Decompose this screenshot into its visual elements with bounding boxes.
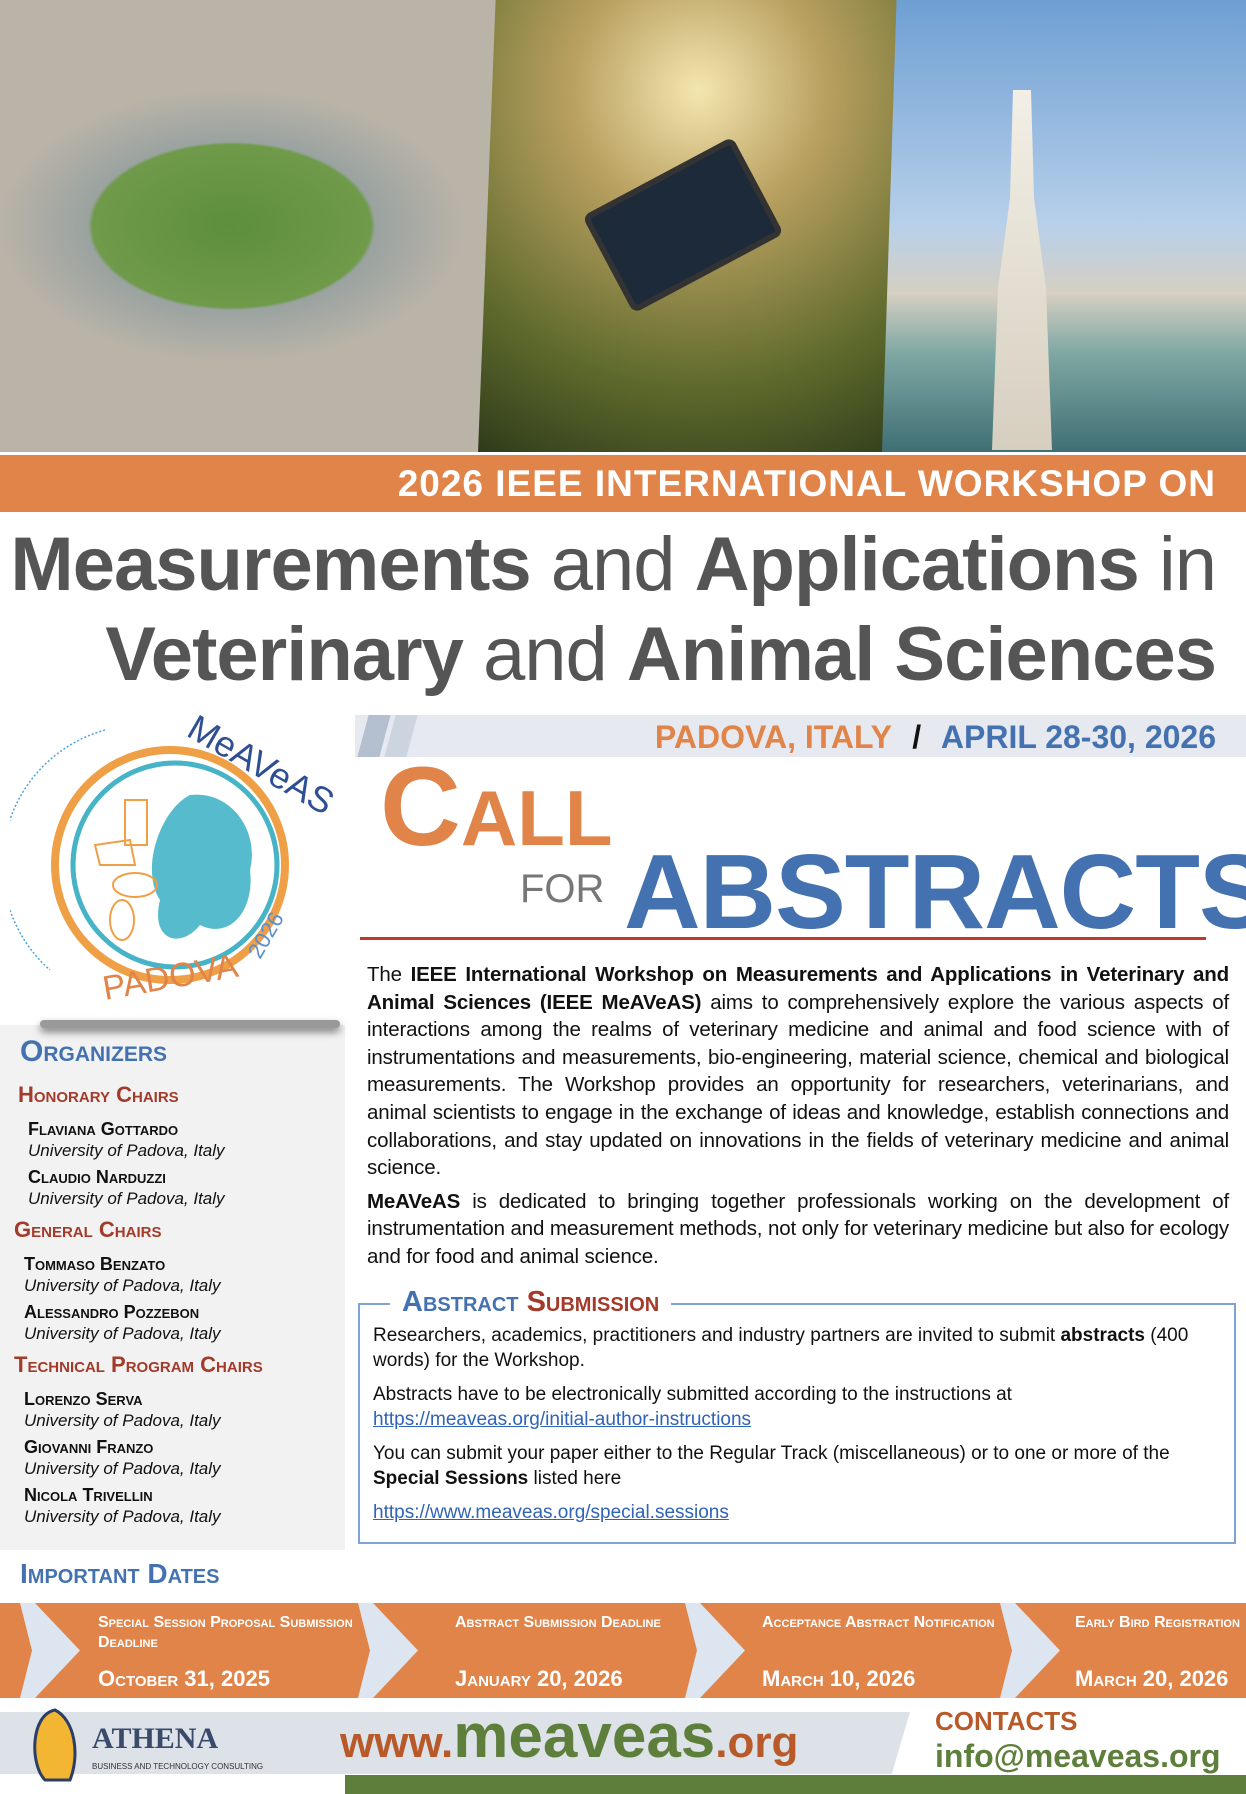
for-heading: FOR — [520, 867, 605, 911]
special-sessions-link[interactable]: https://www.meaveas.org/special.sessions — [373, 1501, 729, 1523]
organizer-name: Nicola Trivellin — [24, 1485, 153, 1505]
organizer-name: Lorenzo Serva — [24, 1389, 143, 1409]
date-label: Early Bird Registration — [1075, 1614, 1240, 1631]
svg-text:PADOVA: PADOVA — [100, 947, 242, 1008]
workshop-banner: 2026 IEEE INTERNATIONAL WORKSHOP ON — [0, 455, 1246, 512]
organizers-panel — [0, 1025, 345, 1550]
organizer-affiliation: University of Padova, Italy — [24, 1507, 221, 1526]
date-label: Special Session Proposal Submission Dead… — [98, 1614, 353, 1651]
organizer-name: Alessandro Pozzebon — [24, 1302, 200, 1322]
intro-paragraph: The IEEE International Workshop on Measu… — [367, 963, 1230, 1180]
organizers-heading: Organizers — [20, 1035, 168, 1068]
date-value: March 10, 2026 — [762, 1666, 916, 1691]
organizer-affiliation: University of Padova, Italy — [24, 1411, 221, 1430]
athena-logo: ATHENA — [92, 1722, 219, 1755]
organizer-group-title: Honorary Chairs — [18, 1082, 179, 1107]
location: PADOVA, ITALY — [654, 719, 892, 755]
date-label: Abstract Submission Deadline — [455, 1614, 661, 1631]
abstract-submission-box: Abstract Submission Researchers, academi… — [358, 1284, 1236, 1544]
website-link[interactable]: www.meaveas.org — [340, 1702, 799, 1771]
event-dates: APRIL 28-30, 2026 — [940, 719, 1216, 755]
organizer-name: Giovanni Franzo — [24, 1437, 154, 1457]
date-value: January 20, 2026 — [455, 1666, 623, 1691]
organizer-group-title: General Chairs — [14, 1217, 162, 1242]
organizer-group-title: Technical Program Chairs — [14, 1352, 263, 1377]
organizer-affiliation: University of Padova, Italy — [28, 1189, 225, 1208]
dates-strip: Special Session Proposal Submission Dead… — [0, 1603, 1246, 1698]
organizer-name: Tommaso Benzato — [24, 1254, 166, 1274]
photo-prato-della-valle — [0, 0, 515, 452]
footer-bar — [345, 1775, 1246, 1794]
date-value: October 31, 2025 — [98, 1666, 270, 1691]
organizer-affiliation: University of Padova, Italy — [24, 1276, 221, 1295]
call-heading: Call — [380, 744, 613, 869]
date-label: Acceptance Abstract Notification — [762, 1614, 995, 1631]
main-content: The IEEE International Workshop on Measu… — [358, 961, 1238, 1544]
divider — [360, 937, 1206, 940]
athena-helmet-icon — [33, 1708, 77, 1782]
photo-tablet-cow — [478, 0, 918, 452]
important-dates-heading: Important Dates — [20, 1558, 220, 1589]
contacts-label: CONTACTS — [935, 1706, 1078, 1736]
organizer-affiliation: University of Padova, Italy — [24, 1324, 221, 1343]
abstracts-heading: ABSTRACTS — [624, 833, 1246, 951]
date-value: March 20, 2026 — [1075, 1666, 1229, 1691]
location-date-band: PADOVA, ITALY / APRIL 28-30, 2026 — [355, 715, 1246, 757]
meaveas-paragraph: MeAVeAS is dedicated to bringing togethe… — [367, 1189, 1229, 1268]
organizer-affiliation: University of Padova, Italy — [24, 1459, 221, 1478]
organizer-name: Flaviana Gottardo — [28, 1119, 179, 1139]
contact-email[interactable]: info@meaveas.org — [935, 1738, 1221, 1774]
abstract-submission-heading: Abstract Submission — [390, 1284, 672, 1319]
title-line-1: Measurements and Applications in — [10, 522, 1217, 607]
organizer-name: Claudio Narduzzi — [28, 1167, 166, 1187]
title-line-2: Veterinary and Animal Sciences — [105, 612, 1217, 697]
author-instructions-link[interactable]: https://meaveas.org/initial-author-instr… — [373, 1408, 752, 1430]
footer-panel — [0, 1712, 910, 1774]
organizer-affiliation: University of Padova, Italy — [28, 1141, 225, 1160]
meaveas-logo: MeAVeAS PADOVA 2026 — [10, 706, 341, 1008]
photo-statue-canal — [882, 0, 1246, 452]
